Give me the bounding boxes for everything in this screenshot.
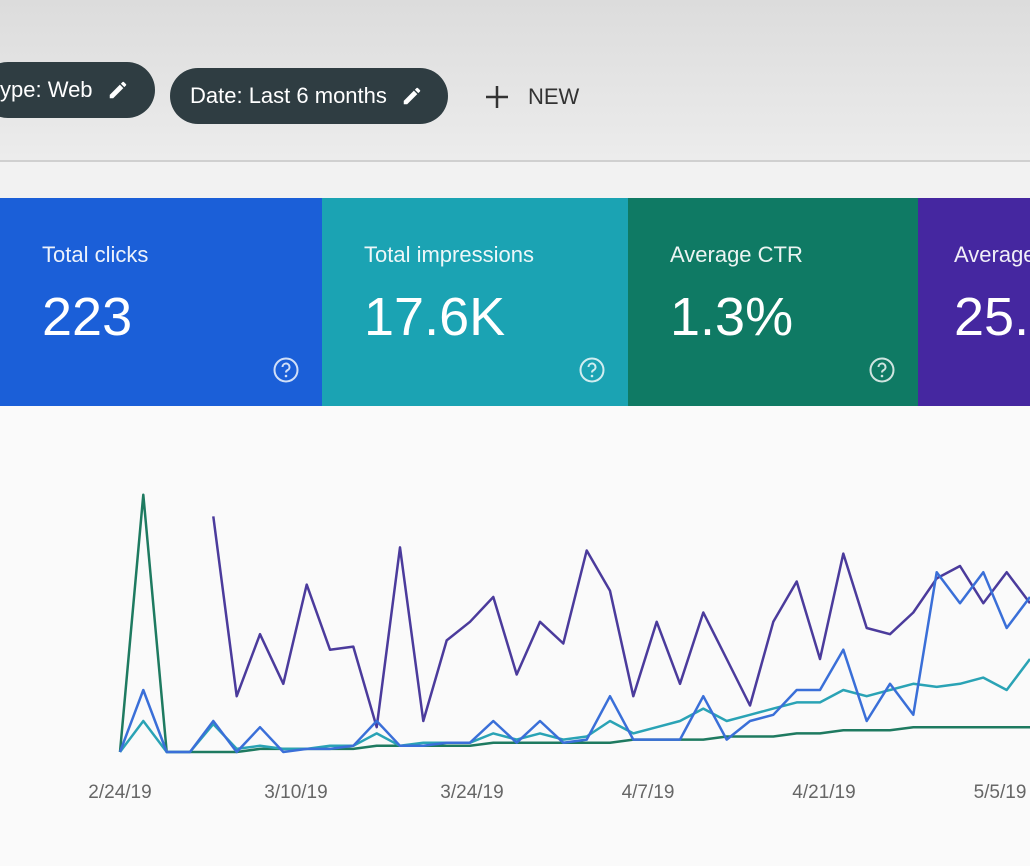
help-icon[interactable] [272, 356, 300, 384]
x-tick-label: 2/24/19 [88, 782, 151, 803]
x-tick-label: 3/24/19 [440, 782, 503, 803]
chip-label: ype: Web [0, 77, 93, 102]
card-value: 223 [42, 287, 133, 347]
card-value: 1.3% [670, 287, 794, 347]
series-line [118, 570, 1030, 754]
edit-icon [109, 81, 126, 99]
card-value: 17.6K [364, 287, 506, 347]
series-line [212, 516, 1030, 729]
metric-cards: Total clicks 223 Total impressions 17.6K Ave… [0, 198, 1030, 406]
x-tick-label: 5/5/19 [974, 782, 1027, 803]
x-tick-label: 4/7/19 [622, 782, 675, 803]
filter-chip[interactable]: Date: Last 6 months [170, 68, 448, 124]
x-tick-label: 4/21/19 [792, 782, 855, 803]
x-tick-label: 3/10/19 [264, 782, 327, 803]
chart-background [0, 406, 1030, 866]
edit-icon [403, 87, 421, 105]
new-label: NEW [528, 84, 580, 109]
card-title: Average CTR [670, 242, 803, 267]
metric-card[interactable]: Average CTR 1.3% [628, 198, 918, 406]
metric-card[interactable]: Average 25. [918, 198, 1030, 406]
series-line [119, 658, 1030, 754]
series-line [118, 493, 1030, 754]
card-value: 25. [954, 287, 1030, 347]
metric-card[interactable]: Total clicks 223 [0, 198, 322, 406]
filter-chip[interactable]: ype: Web [0, 62, 155, 118]
card-title: Total impressions [364, 242, 534, 267]
new-button[interactable]: NEW [484, 84, 579, 110]
chip-label: Date: Last 6 months [190, 83, 387, 108]
filter-bar: ype: Web Date: Last 6 months NEW [0, 0, 1030, 162]
help-icon[interactable] [868, 356, 896, 384]
card-title: Average [954, 242, 1030, 267]
card-title: Total clicks [42, 242, 149, 267]
help-icon[interactable] [578, 356, 606, 384]
plus-icon [486, 86, 508, 108]
chart: 2/24/19 3/10/19 3/24/19 4/7/19 4/21/19 5/5/19 [0, 406, 1030, 866]
metric-card[interactable]: Total impressions 17.6K [322, 198, 628, 406]
